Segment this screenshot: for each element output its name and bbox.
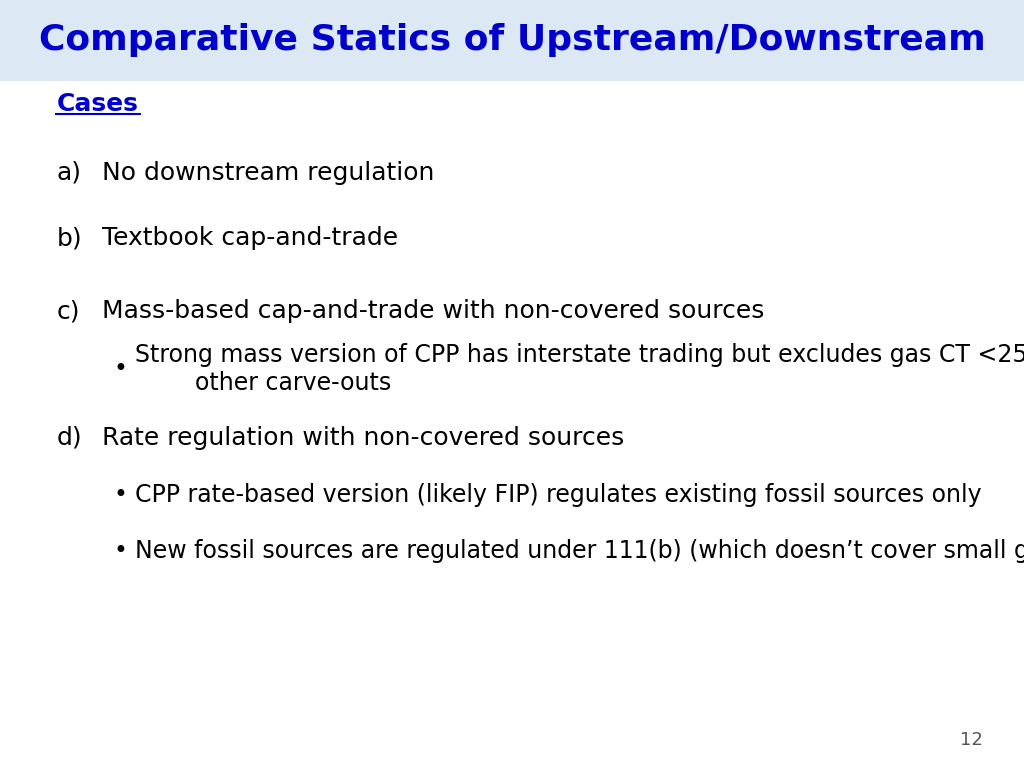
Text: c): c) (56, 299, 80, 323)
Text: No downstream regulation: No downstream regulation (102, 161, 435, 185)
Text: Mass-based cap-and-trade with non-covered sources: Mass-based cap-and-trade with non-covere… (102, 299, 765, 323)
Text: Rate regulation with non-covered sources: Rate regulation with non-covered sources (102, 425, 625, 450)
Text: •: • (114, 483, 128, 508)
Text: a): a) (56, 161, 81, 185)
Text: CPP rate-based version (likely FIP) regulates existing fossil sources only: CPP rate-based version (likely FIP) regu… (135, 483, 982, 508)
Text: b): b) (56, 226, 82, 250)
Text: •: • (114, 539, 128, 564)
FancyBboxPatch shape (0, 0, 1024, 81)
Text: Strong mass version of CPP has interstate trading but excludes gas CT <25MW +
  : Strong mass version of CPP has interstat… (135, 343, 1024, 395)
Text: •: • (114, 356, 128, 381)
Text: 12: 12 (961, 731, 983, 749)
Text: Cases: Cases (56, 91, 138, 116)
Text: d): d) (56, 425, 82, 450)
Text: Comparative Statics of Upstream/Downstream: Comparative Statics of Upstream/Downstre… (39, 23, 985, 58)
Text: New fossil sources are regulated under 111(b) (which doesn’t cover small gas CT): New fossil sources are regulated under 1… (135, 539, 1024, 564)
Text: Textbook cap-and-trade: Textbook cap-and-trade (102, 226, 398, 250)
